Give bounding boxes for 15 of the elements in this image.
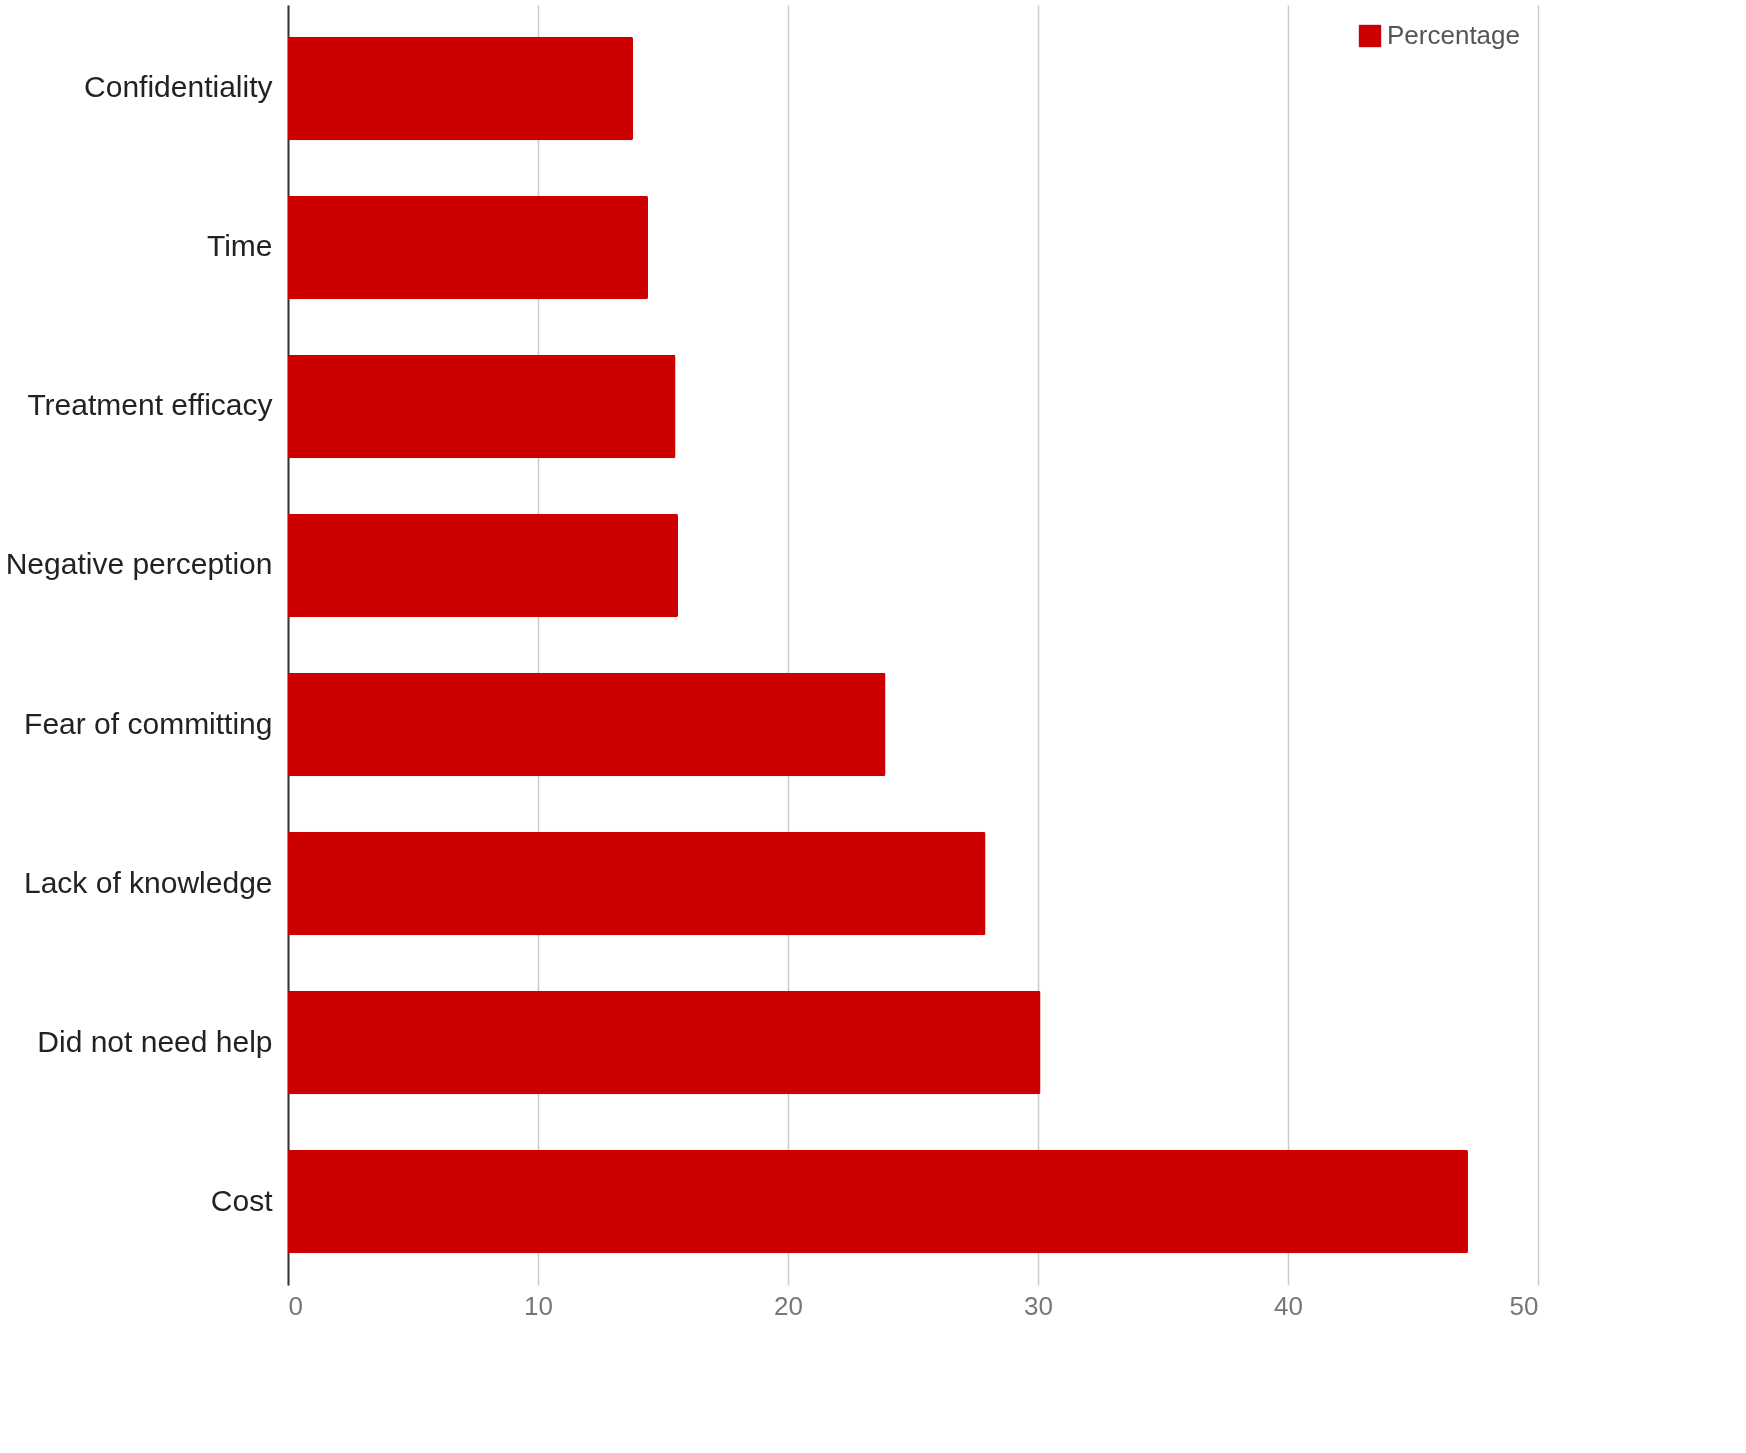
- y-tick-label: Did not need help: [37, 1024, 273, 1058]
- y-tick-label: Lack of knowledge: [24, 865, 273, 899]
- legend-label: Percentage: [1387, 20, 1520, 50]
- y-tick-label: Fear of committing: [24, 706, 273, 740]
- x-tick-label: 40: [1274, 1290, 1303, 1321]
- y-tick-label: Time: [206, 229, 273, 263]
- y-tick-label: Cost: [210, 1183, 274, 1217]
- x-tick-label: 50: [1509, 1290, 1539, 1321]
- x-tick-label: 30: [1024, 1290, 1053, 1321]
- y-tick-label: Negative perception: [5, 547, 273, 581]
- x-tick-label: 0: [288, 1290, 303, 1321]
- x-tick-label: 20: [774, 1290, 803, 1321]
- y-tick-label: Confidentiality: [84, 70, 273, 104]
- y-tick-label: Treatment efficacy: [27, 388, 273, 422]
- x-tick-label: 10: [524, 1290, 553, 1321]
